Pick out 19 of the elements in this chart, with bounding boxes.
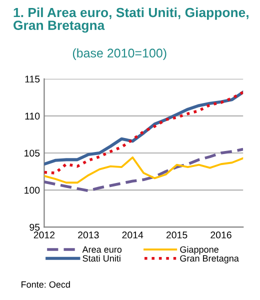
x-tick-label: 2014	[122, 232, 144, 238]
legend-label: Gran Bretagna	[180, 255, 239, 264]
chart-title: 1. Pil Area euro, Stati Uniti, Giappone, Gran Bretagna	[14, 8, 248, 33]
y-tick-label: 100	[24, 186, 40, 194]
x-tick-label: 2016	[210, 232, 232, 238]
chart-subtitle: (base 2010=100)	[72, 48, 166, 60]
line-series	[44, 156, 244, 184]
legend-label: Giappone	[180, 246, 218, 255]
legend-label: Area euro	[82, 246, 122, 253]
y-tick-label: 115	[25, 76, 40, 83]
line-series	[44, 148, 244, 192]
x-tick-label: 2012	[34, 232, 55, 238]
y-tick-label: 95	[30, 224, 40, 231]
legend-label: Stati Uniti	[82, 254, 120, 262]
source-note: Fonte: Oecd	[22, 281, 70, 288]
x-tick-label: 2013	[78, 232, 99, 238]
y-tick-label: 105	[24, 150, 40, 157]
x-tick-label: 2015	[166, 232, 188, 238]
y-tick-label: 110	[25, 112, 40, 120]
